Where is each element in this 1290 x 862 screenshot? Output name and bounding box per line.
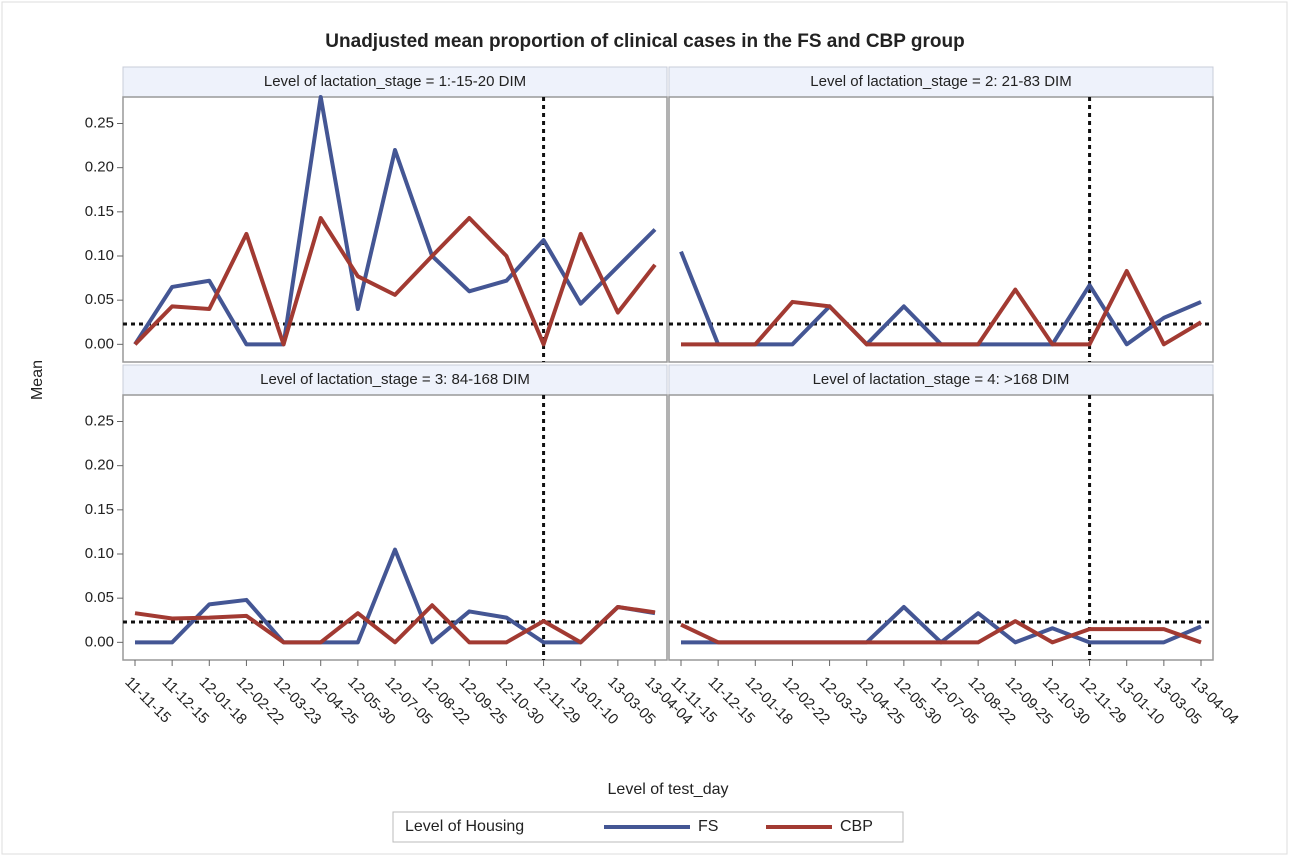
series-line <box>133 95 657 347</box>
plot-area <box>122 96 668 363</box>
y-tick-label: 0.00 <box>85 633 114 650</box>
series-line <box>680 619 1202 645</box>
y-axis-label: Mean <box>29 360 46 400</box>
x-axis-label: Level of test_day <box>608 781 729 798</box>
y-tick-label: 0.25 <box>85 412 114 429</box>
y-tick-label: 0.25 <box>85 114 114 131</box>
y-tick-label: 0.00 <box>85 335 114 352</box>
legend-label: FS <box>698 818 718 835</box>
series-line <box>135 547 656 645</box>
plot-area <box>668 394 1214 661</box>
y-tick-label: 0.10 <box>85 247 114 264</box>
panel-header <box>668 364 1214 396</box>
panel-title: Level of lactation_stage = 4: >168 DIM <box>813 371 1070 388</box>
chart-title: Unadjusted mean proportion of clinical c… <box>325 31 964 52</box>
y-tick-label: 0.20 <box>85 457 114 474</box>
panel-title: Level of lactation_stage = 1:-15-20 DIM <box>264 73 526 90</box>
y-tick-label: 0.10 <box>85 545 114 562</box>
y-tick-label: 0.05 <box>85 291 114 308</box>
legend-label: CBP <box>840 818 873 835</box>
y-tick-label: 0.20 <box>85 159 114 176</box>
panel-header <box>122 66 668 98</box>
series-line <box>133 216 657 347</box>
y-tick-label: 0.15 <box>85 203 114 220</box>
panel-title: Level of lactation_stage = 3: 84-168 DIM <box>260 371 530 388</box>
series-line <box>134 603 656 645</box>
series-line <box>681 269 1203 347</box>
y-tick-label: 0.05 <box>85 589 114 606</box>
panel-header <box>122 364 668 396</box>
panel-header <box>668 66 1214 98</box>
plot-area <box>668 96 1214 363</box>
legend-title: Level of Housing <box>405 818 524 835</box>
plot-area <box>122 394 668 661</box>
y-tick-label: 0.15 <box>85 501 114 518</box>
panel-title: Level of lactation_stage = 2: 21-83 DIM <box>810 73 1071 90</box>
